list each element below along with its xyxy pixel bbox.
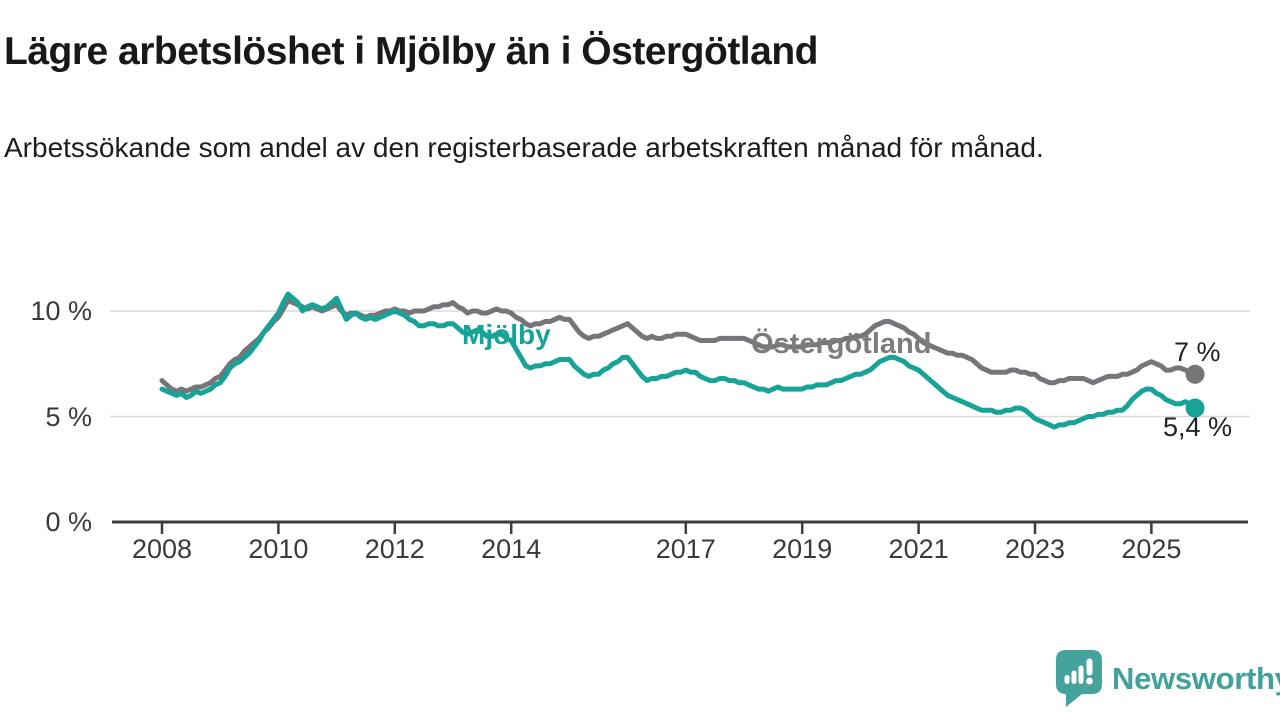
end-dot-mjölby: [1185, 398, 1205, 418]
x-tick-label-2017: 2017: [655, 534, 716, 564]
y-tick-label-5: 5 %: [45, 402, 92, 432]
end-dot-östergötland: [1185, 364, 1205, 384]
end-value-label-mjolby: 5,4 %: [1163, 412, 1233, 442]
x-tick-label-2019: 2019: [772, 534, 833, 564]
x-tick-label-2021: 2021: [888, 534, 949, 564]
newsworthy-branding: Newsworthy: [1056, 650, 1280, 708]
y-tick-label-10: 10 %: [30, 296, 92, 326]
end-value-label-ostergotland: 7 %: [1174, 337, 1221, 367]
series-label-ostergotland: Östergötland: [751, 328, 932, 360]
x-tick-label-2014: 2014: [481, 534, 542, 564]
brand-name: Newsworthy: [1112, 661, 1280, 696]
x-tick-label-2025: 2025: [1121, 534, 1182, 564]
line-mjölby: [159, 291, 1198, 430]
line-östergötland: [159, 297, 1198, 394]
chart-title: Lägre arbetslöshet i Mjölby än i Östergö…: [4, 30, 818, 73]
x-tick-label-2023: 2023: [1004, 534, 1066, 564]
x-tick-label-2012: 2012: [364, 534, 425, 564]
x-tick-label-2010: 2010: [248, 534, 309, 564]
y-tick-label-0: 0 %: [45, 507, 92, 537]
series-label-mjolby: Mjölby: [462, 319, 551, 350]
chart-subtitle: Arbetssökande som andel av den registerb…: [4, 132, 1044, 163]
newsworthy-logo-icon: [1056, 650, 1102, 707]
x-tick-label-2008: 2008: [131, 534, 193, 564]
